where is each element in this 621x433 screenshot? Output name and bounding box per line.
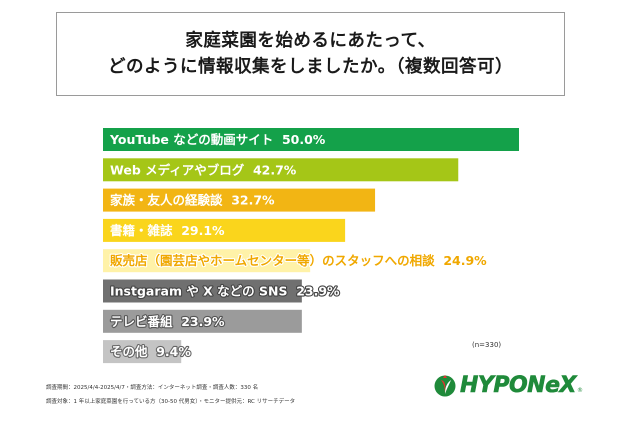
bar-1 (103, 158, 459, 182)
bar-7 (103, 340, 182, 364)
bar-label-0: YouTube などの動画サイト 50.0% (109, 132, 326, 147)
category-label-5: Instgaram や X などの SNS (110, 284, 287, 299)
category-label-1: Web メディアやブログ (110, 162, 245, 177)
category-label-3: 書籍・雑誌 (110, 223, 173, 238)
bar-label-3: 書籍・雑誌 29.1% (110, 223, 225, 238)
sample-size-note: (n=330) (472, 341, 502, 349)
bar-3 (103, 218, 346, 242)
survey-period-note: 調査期間：2025/4/4-2025/4/7・調査方法：インターネット調査・調査… (46, 385, 259, 391)
category-label-4: 販売店（園芸店やホームセンター等）のスタッフへの相談 (110, 253, 435, 268)
category-label-7: その他 (110, 344, 148, 359)
bar-label-5: Instgaram や X などの SNS 23.9% (110, 284, 340, 299)
value-label-6: 23.9% (173, 314, 226, 329)
value-label-7: 9.4% (148, 344, 192, 359)
bar-6 (103, 309, 302, 333)
bar-label-1: Web メディアやブログ 42.7% (110, 162, 297, 177)
bar-5 (103, 279, 302, 303)
bar-4 (103, 249, 311, 273)
title-line-2: どのように情報収集をしましたか。（複数回答可） (108, 57, 513, 77)
category-label-2: 家族・友人の経験談 (110, 193, 223, 208)
title-box: 家庭菜園を始めるにあたって、 どのように情報収集をしましたか。（複数回答可） (56, 12, 565, 96)
title-line-1: 家庭菜園を始めるにあたって、 (185, 31, 436, 51)
logo-text: HYPONeX (460, 372, 577, 398)
value-label-4: 24.9% (435, 253, 488, 268)
bar-label-4: 販売店（園芸店やホームセンター等）のスタッフへの相談 24.9% (110, 253, 487, 268)
value-label-2: 32.7% (223, 193, 276, 208)
value-label-5: 23.9% (287, 284, 340, 299)
category-label-0: YouTube などの動画サイト (109, 132, 273, 147)
survey-target-note: 調査対象：1 年以上家庭菜園を行っている方（30-50 代男女）・モニター提供元… (46, 399, 296, 405)
bar-0 (103, 128, 519, 151)
bar-2 (103, 188, 376, 212)
value-label-0: 50.0% (273, 132, 326, 147)
value-label-1: 42.7% (244, 162, 297, 177)
sprout-icon (434, 375, 456, 397)
hyponex-logo: HYPONeX ® (432, 370, 583, 400)
logo-registered-mark: ® (576, 387, 583, 394)
bar-label-7: その他 9.4% (110, 344, 191, 359)
category-label-6: テレビ番組 (110, 314, 173, 329)
value-label-3: 29.1% (173, 223, 226, 238)
bar-label-6: テレビ番組 23.9% (110, 314, 225, 329)
bar-label-2: 家族・友人の経験談 32.7% (110, 193, 275, 208)
